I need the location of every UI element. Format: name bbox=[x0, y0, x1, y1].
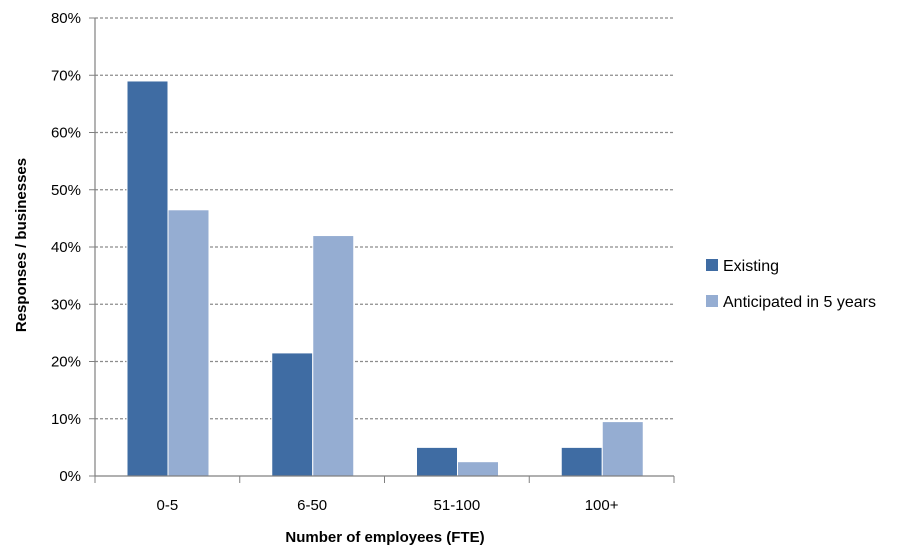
legend: Existing Anticipated in 5 years bbox=[706, 258, 876, 311]
y-tick-label: 20% bbox=[51, 354, 81, 371]
x-tick-label: 100+ bbox=[585, 497, 619, 514]
bars bbox=[126, 80, 644, 477]
bar bbox=[416, 446, 458, 477]
y-tick-label: 10% bbox=[51, 411, 81, 428]
bar bbox=[601, 421, 644, 477]
bar bbox=[312, 235, 355, 477]
y-tick-label: 70% bbox=[51, 67, 81, 84]
y-tick-label: 0% bbox=[59, 468, 81, 485]
bar bbox=[560, 446, 603, 477]
bar bbox=[457, 461, 499, 477]
x-tick-label: 6-50 bbox=[297, 497, 327, 514]
bar bbox=[167, 209, 210, 477]
y-tick-label: 80% bbox=[51, 10, 81, 27]
legend-swatch bbox=[706, 295, 718, 307]
y-axis-title: Responses / businesses bbox=[13, 158, 30, 332]
x-tick-labels: 0-5 6-50 51-100 100+ bbox=[157, 497, 619, 514]
y-tick-label: 40% bbox=[51, 239, 81, 256]
x-axis-title: Number of employees (FTE) bbox=[285, 529, 484, 546]
x-tick-label: 51-100 bbox=[434, 497, 481, 514]
legend-label: Anticipated in 5 years bbox=[723, 294, 876, 311]
bar bbox=[126, 80, 169, 477]
y-tick-label: 60% bbox=[51, 125, 81, 142]
y-tick-label: 50% bbox=[51, 182, 81, 199]
x-tick-label: 0-5 bbox=[157, 497, 179, 514]
legend-label: Existing bbox=[723, 258, 779, 275]
legend-swatch bbox=[706, 259, 718, 271]
bar bbox=[271, 352, 314, 477]
y-tick-label: 30% bbox=[51, 296, 81, 313]
y-tick-labels: 0% 10% 20% 30% 40% 50% 60% 70% 80% bbox=[51, 10, 95, 485]
